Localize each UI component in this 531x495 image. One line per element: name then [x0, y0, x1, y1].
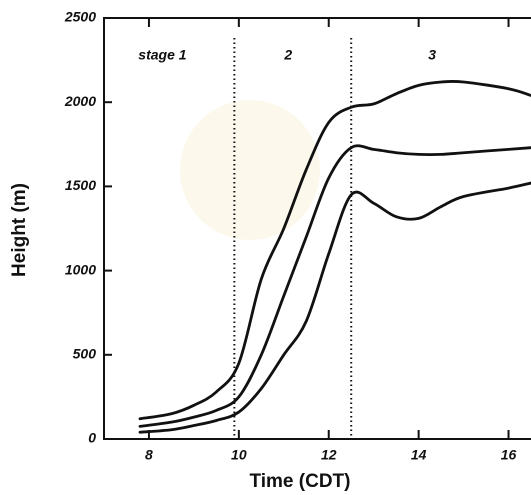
y-tick-label: 500	[73, 346, 97, 362]
y-tick-label: 1500	[65, 177, 96, 193]
y-tick-label: 2500	[64, 9, 96, 25]
x-tick-label: 10	[231, 447, 247, 463]
stage-label: 3	[428, 47, 436, 63]
y-axis-label: Height (m)	[9, 183, 30, 277]
stage-label: 2	[283, 47, 292, 63]
x-tick-label: 8	[145, 447, 153, 463]
watermark	[180, 100, 320, 240]
x-tick-label: 16	[501, 447, 517, 463]
y-tick-label: 2000	[64, 93, 96, 109]
line	[138, 79, 531, 421]
x-axis-label: Time (CDT)	[250, 471, 351, 492]
x-tick-label: 12	[321, 447, 337, 463]
line	[138, 144, 531, 428]
x-tick-label: 14	[411, 447, 427, 463]
y-tick-label: 0	[88, 430, 96, 446]
y-tick-label: 1000	[65, 261, 96, 277]
plot-frame	[103, 17, 531, 440]
line	[138, 181, 531, 434]
stage-label: stage 1	[138, 47, 186, 63]
